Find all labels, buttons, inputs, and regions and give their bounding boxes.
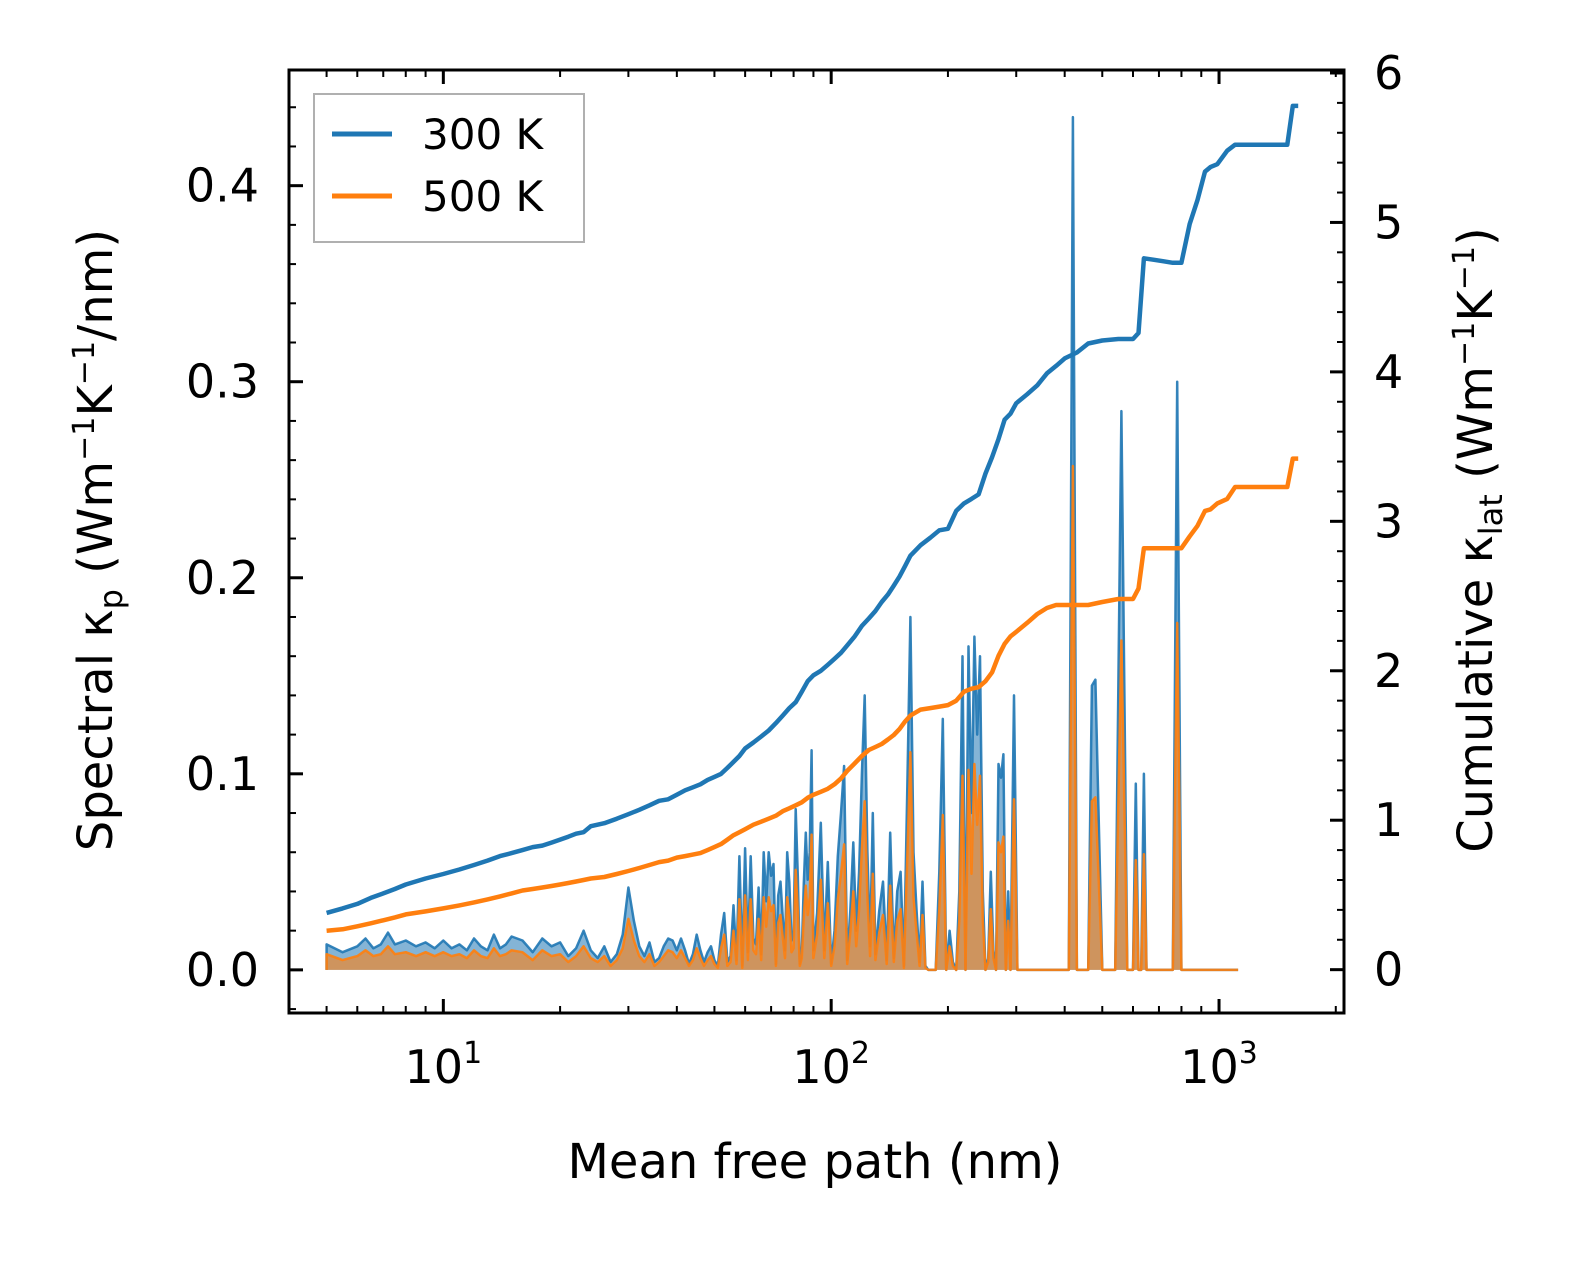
spectral-layer: [325, 115, 1239, 972]
x-tick-label: 102: [792, 1036, 870, 1094]
y-left-tick-label: 0.0: [186, 943, 259, 997]
y-axis-label-left: Spectral κp (Wm−1K−1/nm): [67, 229, 130, 851]
cumulative-layer: [325, 103, 1299, 934]
legend-box: [313, 93, 585, 243]
legend: 300 K 500 K: [313, 93, 585, 243]
y-left-tick-label: 0.4: [186, 159, 259, 213]
y-right-tick-label: 3: [1374, 494, 1403, 548]
axes-layer: 101 102 103 0.0 0.1 0.2 0.3 0.4 0 1 2 3 4 5 6: [186, 46, 1403, 1094]
y-left-tick-label: 0.1: [186, 747, 259, 801]
y-left-tick-label: 0.3: [186, 355, 259, 409]
x-tick-label: 101: [405, 1036, 483, 1094]
x-tick-label: 103: [1180, 1036, 1258, 1094]
x-axis-label: Mean free path (nm): [568, 1134, 1063, 1190]
y-right-tick-label: 1: [1374, 793, 1403, 847]
legend-label-500k: 500 K: [422, 172, 545, 221]
y-axis-label-right: Cumulative κlat (Wm−1K−1): [1447, 227, 1510, 852]
spectral-area-500-k-spectral: [325, 464, 1239, 972]
y-left-tick-label: 0.2: [186, 551, 259, 605]
y-right-tick-label: 5: [1374, 195, 1403, 249]
y-right-tick-label: 6: [1374, 46, 1403, 100]
cumulative-line-500-k: [326, 456, 1299, 934]
cumulative-line-300-k: [325, 103, 1299, 916]
y-right-tick-label: 0: [1374, 943, 1403, 997]
y-right-tick-label: 4: [1374, 345, 1403, 399]
legend-label-300k: 300 K: [422, 110, 545, 159]
y-right-tick-label: 2: [1374, 644, 1403, 698]
plot-frame: [287, 68, 1346, 1015]
